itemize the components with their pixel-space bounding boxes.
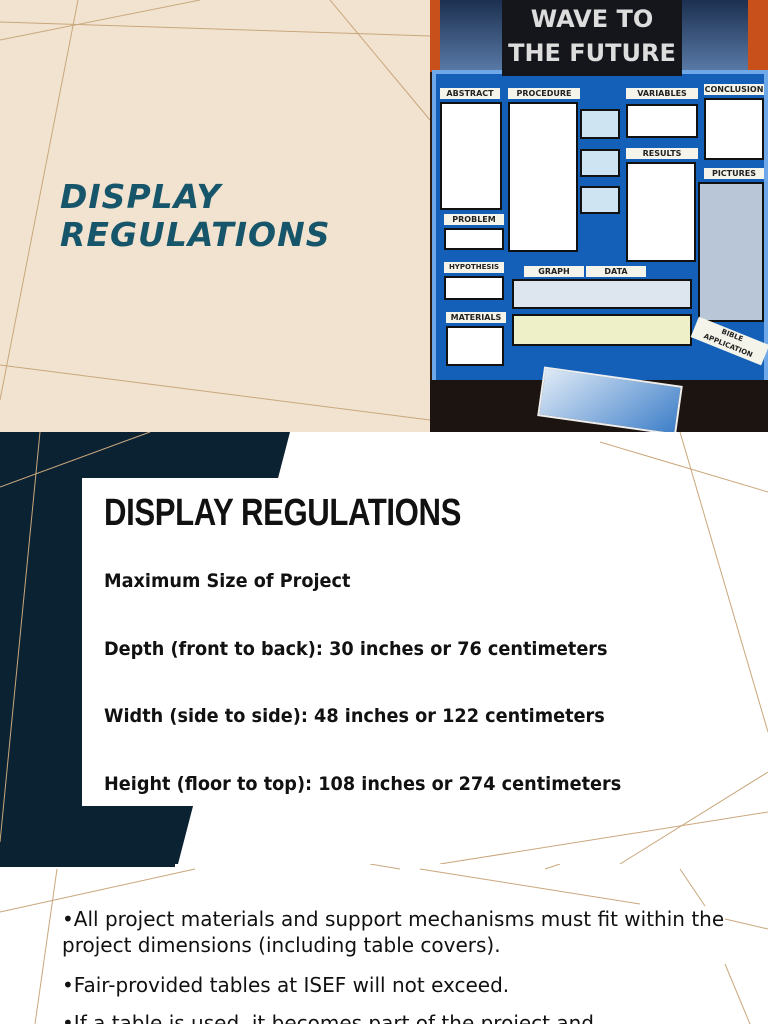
slide-title-text: DISPLAY REGULATIONS	[60, 177, 331, 254]
board-banner: WAVE TO THE FUTURE	[502, 0, 682, 76]
slide-title: DISPLAY REGULATIONS ABSTRACT PROCEDURE V…	[0, 0, 768, 432]
tri-fold-board: ABSTRACT PROCEDURE VARIABLES CONCLUSION …	[432, 70, 768, 390]
decorative-lines	[0, 0, 431, 421]
slide-bullets: •All project materials and support mecha…	[0, 864, 768, 1024]
slide-regulations: DISPLAY REGULATIONS Maximum Size of Proj…	[0, 432, 768, 864]
heading: DISPLAY REGULATIONS	[104, 492, 461, 534]
science-fair-board-photo: ABSTRACT PROCEDURE VARIABLES CONCLUSION …	[430, 0, 768, 432]
regulations-box: DISPLAY REGULATIONS Maximum Size of Proj…	[82, 478, 690, 806]
decorative-lines	[0, 864, 768, 1024]
